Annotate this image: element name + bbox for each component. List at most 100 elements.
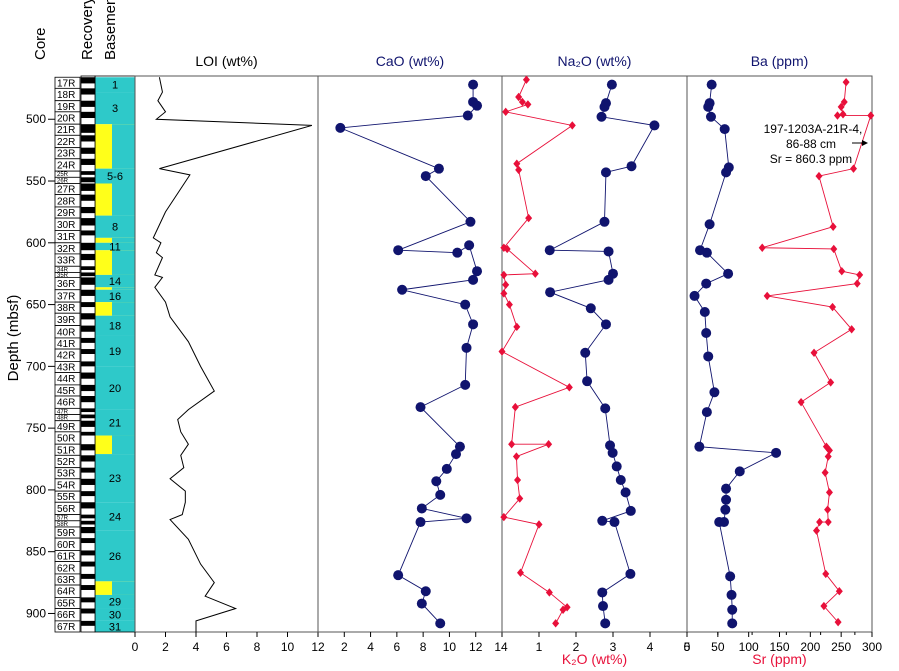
core-label: 58R xyxy=(57,522,69,528)
core-label: 18R xyxy=(57,90,75,101)
data-point xyxy=(721,483,732,494)
data-point xyxy=(820,601,828,611)
data-point xyxy=(848,325,856,334)
core-label: 32R xyxy=(57,244,75,255)
header-basement-unit: Basement unit xyxy=(102,0,119,60)
data-point xyxy=(435,618,446,629)
data-point xyxy=(598,601,609,612)
basement-unit-band-partial xyxy=(112,581,135,595)
core-label: 22R xyxy=(57,137,75,148)
basement-unit-band xyxy=(95,215,135,238)
data-point xyxy=(461,513,472,524)
data-point xyxy=(603,246,614,257)
data-point xyxy=(597,587,608,598)
data-point xyxy=(853,279,861,288)
basement-unit-band xyxy=(95,620,135,632)
data-point xyxy=(606,79,617,90)
basement-unit-label: 3 xyxy=(112,103,118,115)
recovery-interval xyxy=(81,444,95,451)
data-point xyxy=(840,97,848,107)
core-label: 21R xyxy=(57,125,75,136)
data-point xyxy=(500,270,508,280)
x-tick-label: 8 xyxy=(420,640,427,654)
data-point xyxy=(763,291,771,301)
data-point xyxy=(850,164,857,173)
data-point xyxy=(544,245,555,256)
core-label: 48R xyxy=(57,416,69,422)
panel-title: CaO (wt%) xyxy=(376,53,444,69)
basement-unit-label: 24 xyxy=(109,511,121,523)
data-point xyxy=(813,526,820,535)
basement-unit-label: 23 xyxy=(109,473,121,485)
basement-unit-band xyxy=(95,608,135,621)
core-label: 26R xyxy=(57,178,69,184)
basement-unit-band xyxy=(95,77,135,93)
recovery-interval xyxy=(81,147,95,154)
recovery-interval xyxy=(81,396,95,403)
data-point xyxy=(816,517,824,527)
data-point xyxy=(415,517,426,528)
x-tick-label: 4 xyxy=(367,640,374,654)
data-point xyxy=(514,475,522,485)
data-point xyxy=(721,167,732,178)
x-tick-label: 6 xyxy=(394,640,401,654)
x-tick-label: 8 xyxy=(254,640,261,654)
data-point xyxy=(468,79,479,90)
recovery-interval xyxy=(81,158,95,165)
panel-ba: Ba (ppm) 0 50 100 150 200 250 300 Sr (ppm) xyxy=(684,53,883,667)
basement-unit-band xyxy=(95,315,135,336)
data-point xyxy=(611,461,622,472)
data-point xyxy=(825,446,833,455)
core-label: 40R xyxy=(57,327,75,338)
basement-unit-label: 5-6 xyxy=(107,171,123,183)
data-point xyxy=(839,110,847,119)
data-point xyxy=(517,568,524,577)
data-point xyxy=(704,219,715,230)
y-tick-label: 600 xyxy=(26,236,46,250)
basement-unit-band xyxy=(95,594,135,609)
y-tick-label: 700 xyxy=(26,359,46,373)
recovery-interval xyxy=(81,183,95,191)
data-point xyxy=(535,520,543,529)
x-tick-label: 250 xyxy=(831,640,851,654)
panel-title: Ba (ppm) xyxy=(751,53,809,69)
data-point xyxy=(512,452,520,461)
panel-title: LOI (wt%) xyxy=(195,53,257,69)
data-point xyxy=(701,327,712,338)
data-point xyxy=(620,487,631,498)
data-point xyxy=(500,243,508,252)
basement-unit-label: 14 xyxy=(109,276,121,288)
panel-xlabel: K₂O (wt%) xyxy=(562,651,627,667)
data-point xyxy=(431,476,442,487)
annotation-arrow-head xyxy=(862,140,868,146)
basement-unit-label: 30 xyxy=(109,610,121,622)
data-point xyxy=(545,588,553,597)
data-point xyxy=(625,568,636,579)
recovery-interval xyxy=(81,88,95,95)
panel-title: Na₂O (wt%) xyxy=(558,53,632,69)
x-tick-label: 4 xyxy=(193,640,200,654)
core-label: 35R xyxy=(57,273,69,279)
data-point xyxy=(454,441,465,452)
annotation-line-3: Sr = 860.3 ppm xyxy=(770,152,852,166)
core-label: 25R xyxy=(57,172,69,178)
data-point xyxy=(734,466,745,477)
axes: 500 550 600 650 700 750 800 850 900 xyxy=(26,112,55,620)
recovery-interval xyxy=(81,561,95,567)
core-label: 51R xyxy=(57,445,75,456)
data-point xyxy=(821,468,829,477)
recovery-interval xyxy=(81,372,95,379)
recovery-interval xyxy=(81,289,95,296)
recovery-interval xyxy=(81,573,95,579)
data-point xyxy=(597,515,608,526)
data-point xyxy=(498,347,506,356)
y-axis-label: Depth (mbsf) xyxy=(5,295,22,382)
data-point xyxy=(515,165,523,175)
annotation-line-1: 197-1203A-21R-4, xyxy=(764,122,863,136)
y-tick-label: 550 xyxy=(26,174,46,188)
data-point xyxy=(810,348,818,357)
x-tick-label: 50 xyxy=(711,640,725,654)
